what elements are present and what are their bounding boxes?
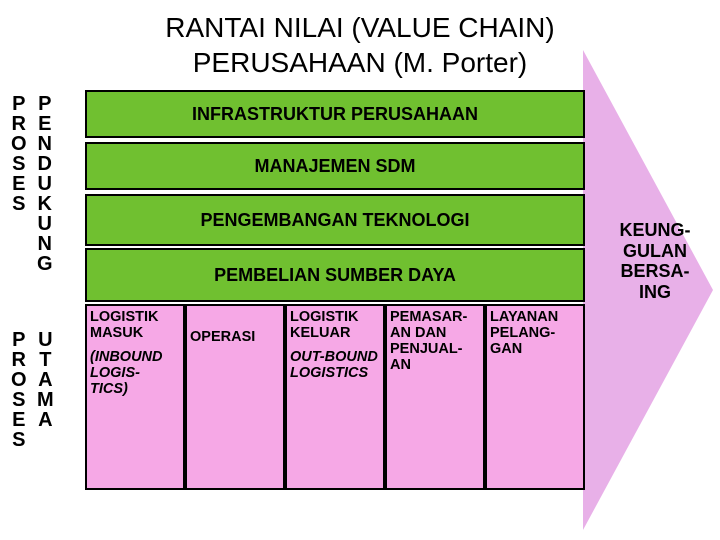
primary-service: LAYANAN PELANG- GAN <box>485 304 585 490</box>
support-infrastructure-label: INFRASTRUKTUR PERUSAHAAN <box>192 104 478 125</box>
support-technology-label: PENGEMBANGAN TEKNOLOGI <box>200 210 469 231</box>
primary-marketing-label: PEMASAR- AN DAN PENJUAL- AN <box>390 309 467 373</box>
side-label-utama: UTAMA <box>37 330 54 430</box>
margin-label: KEUNG- GULAN BERSA- ING <box>605 220 705 303</box>
title-line-2: PERUSAHAAN (M. Porter) <box>193 47 528 78</box>
primary-marketing: PEMASAR- AN DAN PENJUAL- AN <box>385 304 485 490</box>
side-label-proses-2: PROSES <box>11 330 27 450</box>
title-line-1: RANTAI NILAI (VALUE CHAIN) <box>165 12 554 43</box>
side-label-pendukung: PENDUKUNG <box>37 94 53 274</box>
value-chain-diagram: PROSES PENDUKUNG PROSES UTAMA KEUNG- GUL… <box>5 90 715 530</box>
primary-outbound: LOGISTIK KELUAR OUT-BOUND LOGISTICS <box>285 304 385 490</box>
support-infrastructure: INFRASTRUKTUR PERUSAHAAN <box>85 90 585 138</box>
primary-operations-label: OPERASI <box>190 329 255 345</box>
side-label-proses-1: PROSES <box>11 94 27 214</box>
support-technology: PENGEMBANGAN TEKNOLOGI <box>85 194 585 246</box>
primary-inbound-label: LOGISTIK MASUK <box>90 309 158 341</box>
primary-operations: OPERASI <box>185 304 285 490</box>
arrow-body: INFRASTRUKTUR PERUSAHAAN MANAJEMEN SDM P… <box>85 90 585 490</box>
primary-inbound-sub: (INBOUND LOGIS- TICS) <box>90 350 180 398</box>
support-procurement-label: PEMBELIAN SUMBER DAYA <box>214 265 456 286</box>
support-hrm: MANAJEMEN SDM <box>85 142 585 190</box>
primary-inbound: LOGISTIK MASUK (INBOUND LOGIS- TICS) <box>85 304 185 490</box>
primary-service-label: LAYANAN PELANG- GAN <box>490 309 558 357</box>
support-hrm-label: MANAJEMEN SDM <box>254 156 415 177</box>
primary-outbound-label: LOGISTIK KELUAR <box>290 309 358 341</box>
arrow-shape: KEUNG- GULAN BERSA- ING INFRASTRUKTUR PE… <box>85 90 715 490</box>
support-procurement: PEMBELIAN SUMBER DAYA <box>85 248 585 302</box>
primary-outbound-sub: OUT-BOUND LOGISTICS <box>290 350 380 382</box>
